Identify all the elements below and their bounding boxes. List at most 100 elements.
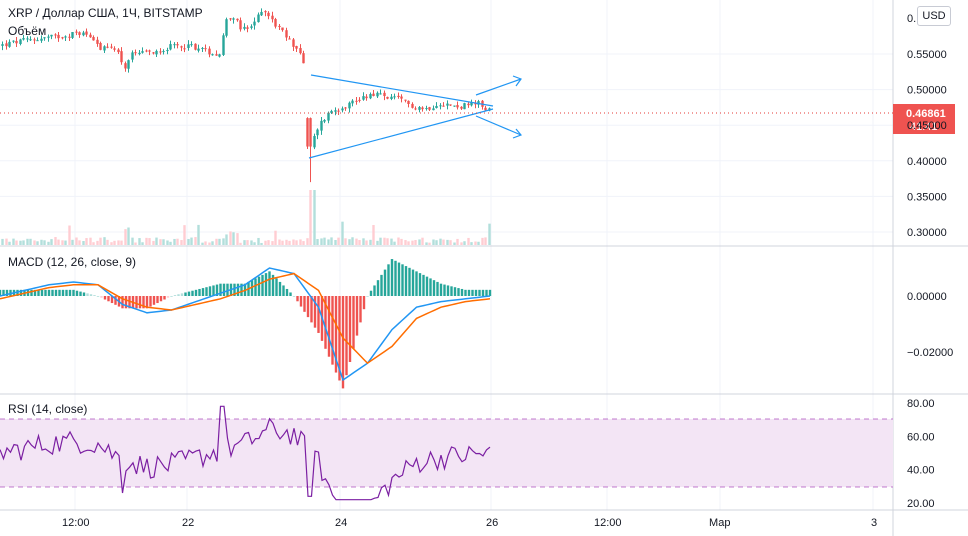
macd-histogram-bar bbox=[156, 296, 159, 304]
macd-histogram-bar bbox=[184, 292, 187, 296]
macd-histogram-bar bbox=[124, 296, 128, 309]
volume-bar bbox=[355, 238, 358, 245]
volume-bar bbox=[470, 242, 473, 245]
triangle-pattern-drawing[interactable] bbox=[308, 74, 523, 159]
volume-bar bbox=[29, 238, 32, 245]
macd-histogram-bar bbox=[68, 289, 72, 296]
candle-body bbox=[470, 102, 473, 106]
macd-histogram-bar bbox=[324, 296, 327, 349]
rsi-axis[interactable]: 80.00 60.00 40.00 20.00 bbox=[907, 398, 935, 510]
candle-body bbox=[295, 46, 298, 49]
price-tick-label: 0.35000 bbox=[907, 191, 947, 203]
volume-bar bbox=[215, 238, 218, 245]
volume-bar bbox=[183, 225, 186, 245]
candle-body bbox=[484, 107, 487, 111]
price-axis[interactable]: 0. 0.55000 0.50000 0.45000 0.40000 0.35000 0.3… bbox=[907, 13, 947, 239]
candle-body bbox=[274, 19, 277, 27]
candle-body bbox=[407, 100, 410, 105]
volume-bar bbox=[176, 238, 179, 245]
macd-title[interactable]: MACD (12, 26, close, 9) bbox=[8, 255, 136, 269]
macd-histogram-bar bbox=[422, 274, 425, 296]
volume-label[interactable]: Объём bbox=[8, 24, 46, 38]
candle-body bbox=[1, 44, 4, 46]
volume-bar bbox=[148, 238, 151, 245]
candle-body bbox=[152, 52, 155, 54]
macd-histogram-bar bbox=[331, 296, 334, 365]
candle-body bbox=[358, 99, 361, 101]
macd-axis[interactable]: 0.00000 −0.02000 bbox=[907, 291, 953, 359]
macd-histogram-bar bbox=[5, 289, 9, 296]
macd-tick-label: −0.02000 bbox=[907, 347, 953, 359]
volume-bar bbox=[264, 240, 267, 245]
symbol-title[interactable]: XRP / Доллар США, 1Ч, BITSTAMP bbox=[8, 6, 203, 20]
candle-body bbox=[232, 18, 235, 20]
macd-histogram-bar bbox=[292, 296, 296, 297]
macd-histogram-bar bbox=[443, 284, 446, 296]
candle-body bbox=[29, 39, 32, 41]
rsi-title[interactable]: RSI (14, close) bbox=[8, 402, 87, 416]
candle-body bbox=[110, 46, 113, 48]
volume-bar bbox=[89, 237, 92, 245]
macd-histogram-bar bbox=[348, 296, 352, 362]
candle-body bbox=[302, 53, 305, 64]
candle-body bbox=[253, 21, 256, 26]
volume-bar bbox=[484, 237, 487, 245]
rsi-line bbox=[0, 405, 491, 501]
time-tick-label: Мар bbox=[709, 517, 731, 529]
macd-histogram-bar bbox=[30, 289, 33, 296]
candle-body bbox=[8, 41, 11, 47]
macd-histogram-bar bbox=[61, 289, 65, 296]
candle-body bbox=[362, 96, 365, 100]
candle-body bbox=[183, 48, 186, 50]
macd-histogram-bar bbox=[93, 295, 96, 296]
candle-body bbox=[134, 52, 137, 54]
candle-body bbox=[131, 52, 134, 60]
candle-body bbox=[425, 108, 428, 110]
macd-histogram-bar bbox=[187, 291, 191, 296]
volume-bar bbox=[225, 234, 228, 245]
volume-bar bbox=[477, 241, 480, 245]
macd-histogram-bar bbox=[79, 291, 82, 296]
candle-body bbox=[369, 94, 372, 99]
macd-histogram-bar bbox=[334, 296, 338, 373]
candle-body bbox=[474, 102, 477, 105]
volume-bar bbox=[33, 240, 36, 245]
volume-bar bbox=[127, 227, 130, 245]
candle-body bbox=[180, 46, 183, 48]
macd-histogram-bar bbox=[138, 296, 142, 309]
candle-body bbox=[264, 11, 267, 13]
volume-bar bbox=[92, 242, 95, 245]
macd-histogram-bar bbox=[327, 296, 331, 357]
triangle-lower-trendline[interactable] bbox=[308, 108, 494, 159]
candle-body bbox=[36, 40, 39, 42]
volume-bar bbox=[316, 239, 319, 245]
volume-bar bbox=[117, 240, 120, 245]
candle-body bbox=[288, 38, 291, 40]
macd-histogram-bar bbox=[58, 289, 61, 296]
arrow-down-line[interactable] bbox=[475, 115, 522, 136]
volume-bar bbox=[257, 237, 260, 245]
volume-bar bbox=[106, 239, 109, 245]
triangle-upper-trendline[interactable] bbox=[310, 74, 494, 107]
volume-bar bbox=[281, 240, 284, 245]
macd-histogram-bar bbox=[201, 288, 205, 296]
volume-bar bbox=[120, 240, 123, 245]
macd-histogram-bar bbox=[453, 287, 457, 296]
volume-bar bbox=[295, 240, 298, 245]
volume-bar bbox=[379, 237, 382, 245]
arrow-up-line[interactable] bbox=[475, 78, 522, 96]
macd-histogram-bar bbox=[128, 296, 131, 309]
time-axis[interactable]: 12:00 22 24 26 12:00 Мар 3 bbox=[62, 517, 877, 529]
candle-body bbox=[460, 106, 463, 109]
macd-histogram-bar bbox=[40, 289, 44, 296]
currency-button[interactable]: USD bbox=[917, 6, 951, 26]
macd-histogram-bar bbox=[408, 267, 411, 296]
candle-body bbox=[201, 47, 204, 49]
volume-bar bbox=[1, 238, 4, 245]
candle-body bbox=[15, 40, 18, 44]
volume-bar bbox=[82, 241, 85, 245]
candle-body bbox=[78, 32, 81, 35]
macd-histogram-bar bbox=[460, 288, 464, 296]
macd-histogram-bar bbox=[121, 296, 124, 309]
